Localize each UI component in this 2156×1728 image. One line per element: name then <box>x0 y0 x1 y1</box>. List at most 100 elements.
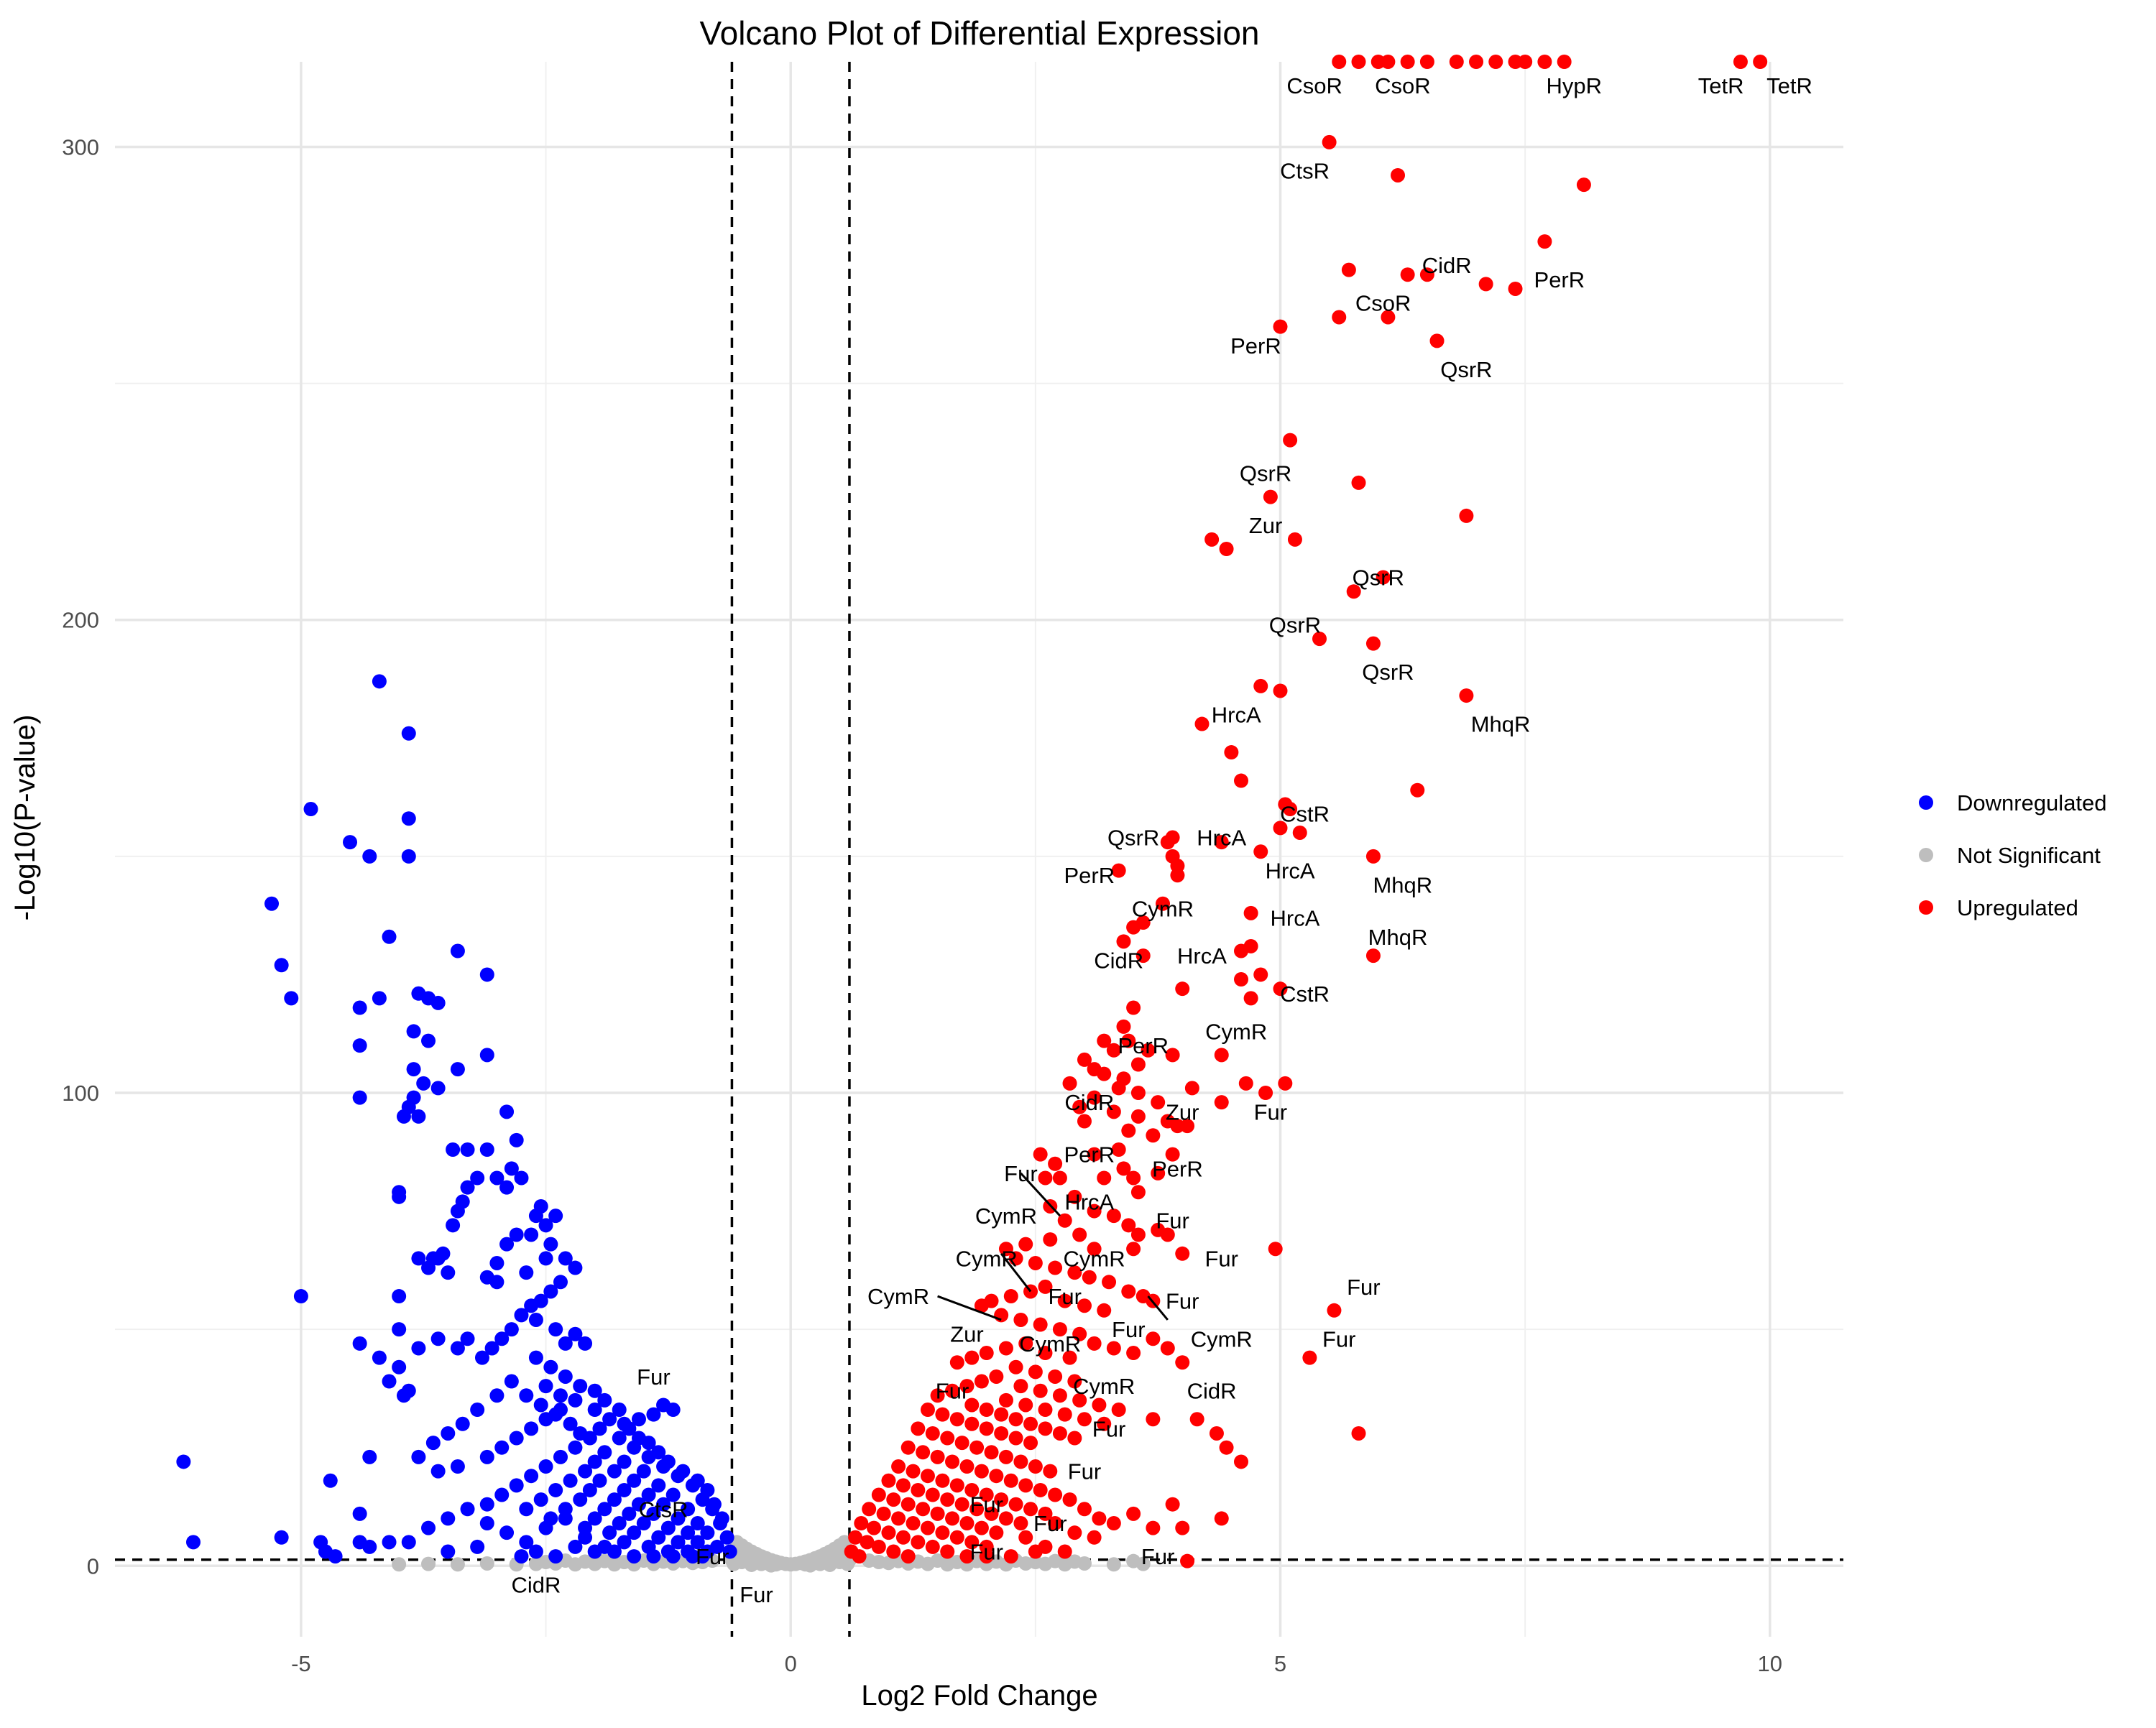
point-downregulated <box>538 1459 553 1474</box>
point-upregulated <box>900 1497 916 1512</box>
gene-label: CymR <box>1073 1374 1135 1399</box>
point-downregulated <box>592 1421 607 1436</box>
x-axis-label: Log2 Fold Change <box>861 1680 1097 1711</box>
point-downregulated <box>676 1464 691 1479</box>
point-upregulated <box>1130 1185 1146 1200</box>
point-upregulated <box>998 1449 1013 1464</box>
point-downregulated <box>597 1502 612 1517</box>
point-upregulated <box>1518 55 1533 69</box>
point-downregulated <box>176 1454 191 1469</box>
gene-label: Fur <box>936 1379 969 1404</box>
point-upregulated <box>1043 1232 1058 1247</box>
point-downregulated <box>641 1487 656 1502</box>
point-upregulated <box>1238 1076 1253 1091</box>
point-downregulated <box>553 1449 568 1464</box>
point-upregulated <box>949 1355 964 1370</box>
point-downregulated <box>548 1209 563 1224</box>
point-upregulated <box>1253 967 1268 982</box>
point-downregulated <box>660 1454 676 1469</box>
point-downregulated <box>401 849 416 864</box>
point-upregulated <box>1126 1170 1141 1186</box>
point-downregulated <box>460 1142 475 1157</box>
point-not-significant <box>450 1557 465 1572</box>
point-upregulated <box>1346 584 1361 599</box>
point-upregulated <box>974 1464 989 1479</box>
point-upregulated <box>940 1431 955 1446</box>
point-upregulated <box>1072 1227 1087 1242</box>
point-upregulated <box>860 1535 875 1550</box>
point-upregulated <box>974 1298 989 1313</box>
point-upregulated <box>1052 1388 1067 1403</box>
point-downregulated <box>558 1251 573 1266</box>
legend-label: Upregulated <box>1957 895 2078 920</box>
point-upregulated <box>1302 1350 1317 1365</box>
point-downregulated <box>602 1525 617 1540</box>
point-upregulated <box>974 1374 989 1389</box>
point-upregulated <box>935 1525 950 1540</box>
point-upregulated <box>1273 683 1288 698</box>
point-upregulated <box>1365 636 1381 651</box>
point-upregulated <box>1077 1412 1092 1427</box>
point-downregulated <box>665 1403 681 1418</box>
point-upregulated <box>1400 55 1415 69</box>
point-upregulated <box>998 1392 1013 1408</box>
point-upregulated <box>1155 896 1170 911</box>
point-downregulated <box>578 1464 593 1479</box>
point-upregulated <box>979 1403 994 1418</box>
x-tick-label: 10 <box>1758 1651 1782 1676</box>
point-upregulated <box>1351 475 1366 490</box>
point-downregulated <box>382 929 397 944</box>
point-upregulated <box>1087 1242 1102 1257</box>
point-upregulated <box>1033 1482 1048 1497</box>
point-downregulated <box>538 1218 553 1233</box>
point-downregulated <box>636 1516 651 1531</box>
point-downregulated <box>460 1180 475 1195</box>
point-upregulated <box>1283 433 1298 448</box>
point-upregulated <box>930 1449 945 1464</box>
gene-label: PerR <box>1118 1033 1169 1058</box>
point-upregulated <box>1459 508 1474 523</box>
point-upregulated <box>989 1525 1004 1540</box>
gene-label: CymR <box>975 1203 1037 1229</box>
gene-label: Fur <box>1204 1246 1238 1271</box>
point-upregulated <box>1233 972 1248 987</box>
point-upregulated <box>1067 1431 1082 1446</box>
gene-label: CymR <box>956 1246 1018 1271</box>
point-downregulated <box>509 1227 524 1242</box>
point-downregulated <box>660 1520 676 1535</box>
point-upregulated <box>891 1511 906 1526</box>
legend-key-upregulated <box>1919 900 1933 915</box>
point-upregulated <box>1008 1431 1023 1446</box>
point-downregulated <box>450 1459 465 1474</box>
point-upregulated <box>1165 1048 1180 1063</box>
point-downregulated <box>416 1076 431 1091</box>
point-downregulated <box>543 1511 558 1526</box>
point-downregulated <box>722 1544 737 1559</box>
point-upregulated <box>1116 1019 1131 1034</box>
legend-label: Not Significant <box>1957 843 2101 868</box>
point-upregulated <box>876 1506 891 1521</box>
point-downregulated <box>665 1487 681 1502</box>
point-upregulated <box>1160 835 1175 850</box>
point-upregulated <box>920 1469 935 1484</box>
point-downregulated <box>484 1341 499 1356</box>
point-downregulated <box>450 943 465 958</box>
point-upregulated <box>998 1511 1013 1526</box>
point-upregulated <box>994 1308 1009 1323</box>
point-upregulated <box>1381 55 1396 69</box>
point-downregulated <box>499 1180 515 1195</box>
gene-label: CymR <box>867 1284 929 1309</box>
point-upregulated <box>1478 277 1493 292</box>
point-downregulated <box>430 1081 446 1096</box>
point-upregulated <box>1033 1317 1048 1332</box>
point-downregulated <box>372 991 387 1006</box>
point-upregulated <box>1023 1436 1038 1451</box>
point-downregulated <box>597 1392 612 1408</box>
point-upregulated <box>930 1388 945 1403</box>
gene-label: MhqR <box>1471 712 1531 737</box>
point-upregulated <box>1121 1284 1136 1299</box>
point-upregulated <box>940 1492 955 1507</box>
point-upregulated <box>984 1445 999 1460</box>
point-downregulated <box>651 1478 666 1493</box>
point-upregulated <box>1018 1530 1033 1545</box>
